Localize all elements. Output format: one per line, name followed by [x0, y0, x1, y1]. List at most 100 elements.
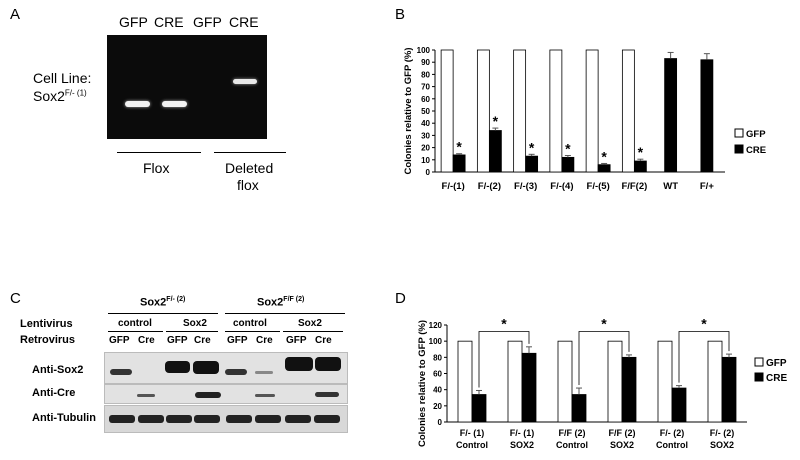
significance-star: *	[638, 144, 644, 160]
bar-gfp	[513, 49, 527, 173]
significance-star: *	[601, 315, 607, 331]
y-tick-label: 100	[429, 337, 443, 346]
y-tick-label: 100	[417, 46, 431, 55]
significance-star: *	[493, 113, 499, 129]
bar-cre	[597, 164, 611, 173]
blot-band	[255, 415, 281, 423]
divider	[166, 331, 218, 332]
bar-gfp	[707, 340, 723, 423]
x-tick-label: F/-(4)	[550, 181, 573, 192]
lane-label: Cre	[315, 335, 332, 346]
panel-label-c: C	[10, 290, 21, 307]
blot-band	[195, 392, 221, 398]
x-tick-label: F/F (2)	[559, 428, 586, 438]
divider	[108, 313, 218, 314]
blot-band	[255, 371, 273, 374]
bar-gfp	[476, 49, 490, 173]
x-tick-label: F/F (2)	[609, 428, 636, 438]
panel-label-a: A	[10, 6, 21, 23]
blot-band	[166, 415, 192, 423]
gel-lane-label: GFP	[193, 14, 222, 30]
gel-band	[162, 101, 187, 107]
bar-cre	[571, 394, 587, 423]
y-tick-label: 40	[433, 386, 442, 395]
x-tick-label: F/- (1)	[510, 428, 535, 438]
y-tick-label: 80	[433, 353, 442, 362]
bar-gfp	[440, 49, 454, 173]
blot-label-tubulin: Anti-Tubulin	[32, 412, 96, 424]
bar-cre	[700, 59, 714, 173]
y-tick-label: 0	[438, 418, 443, 427]
blot-band	[314, 415, 340, 423]
group-label-flox: Flox	[143, 160, 170, 176]
significance-star: *	[565, 141, 571, 157]
legend-label-gfp: GFP	[746, 129, 766, 140]
bar-cre	[621, 356, 637, 423]
x-tick-label: SOX2	[610, 440, 634, 450]
panel-label-d: D	[395, 290, 406, 307]
legend-swatch-cre	[754, 372, 764, 382]
bar-gfp	[557, 340, 573, 423]
y-tick-label: 0	[426, 168, 431, 177]
bar-gfp	[457, 340, 473, 423]
lentivirus-label: Lentivirus	[20, 318, 73, 330]
blot-cre	[104, 384, 348, 404]
panel-label-b: B	[395, 6, 406, 23]
y-tick-label: 90	[421, 58, 430, 67]
legend-label-cre: CRE	[766, 373, 787, 384]
blot-band	[225, 369, 247, 375]
y-tick-label: 60	[433, 370, 442, 379]
blot-band	[315, 357, 341, 371]
y-axis-label: Colonies relative to GFP (%)	[403, 47, 414, 174]
blot-band	[255, 394, 275, 397]
retrovirus-label: Retrovirus	[20, 334, 76, 346]
lenti-group: control	[233, 318, 267, 329]
y-tick-label: 60	[421, 95, 430, 104]
legend-swatch-cre	[734, 144, 744, 154]
bar-cre	[452, 154, 466, 173]
lenti-group: Sox2	[183, 318, 207, 329]
blot-band	[226, 415, 252, 423]
y-tick-label: 70	[421, 83, 430, 92]
bar-cre	[561, 156, 575, 173]
lane-label: GFP	[167, 335, 188, 346]
lane-label: GFP	[109, 335, 130, 346]
x-tick-label: SOX2	[710, 440, 734, 450]
blot-band	[109, 415, 135, 423]
bar-gfp	[607, 340, 623, 423]
divider	[225, 313, 345, 314]
blot-band	[194, 415, 220, 423]
lane-label: GFP	[286, 335, 307, 346]
significance-star: *	[456, 139, 462, 155]
y-tick-label: 30	[421, 131, 430, 140]
x-tick-label: F/- (2)	[710, 428, 735, 438]
blot-tubulin	[104, 405, 348, 433]
significance-bracket	[578, 331, 630, 386]
genotype-label: Sox2F/F (2)	[257, 296, 305, 309]
group-underline	[214, 152, 286, 153]
bar-cre	[671, 387, 687, 423]
lenti-group: control	[118, 318, 152, 329]
bar-gfp	[621, 49, 635, 173]
legend-swatch-gfp	[734, 128, 744, 138]
bar-cre	[471, 394, 487, 423]
x-tick-label: Control	[656, 440, 688, 450]
bar-gfp	[657, 340, 673, 423]
bar-cre	[633, 160, 647, 173]
significance-star: *	[501, 315, 507, 331]
genotype-label: Sox2F/- (2)	[140, 296, 186, 309]
y-tick-label: 10	[421, 156, 430, 165]
lenti-group: Sox2	[298, 318, 322, 329]
bar-gfp	[507, 340, 523, 423]
x-tick-label: F/-(1)	[442, 181, 465, 192]
legend-label-cre: CRE	[746, 145, 766, 156]
blot-band	[110, 369, 132, 375]
group-label-deleted: flox	[237, 177, 259, 193]
legend-label-gfp: GFP	[766, 358, 787, 369]
significance-star: *	[701, 315, 707, 331]
x-tick-label: F/-(3)	[514, 181, 537, 192]
blot-band	[285, 357, 313, 371]
y-tick-label: 20	[421, 144, 430, 153]
gel-lane-label: GFP	[119, 14, 148, 30]
